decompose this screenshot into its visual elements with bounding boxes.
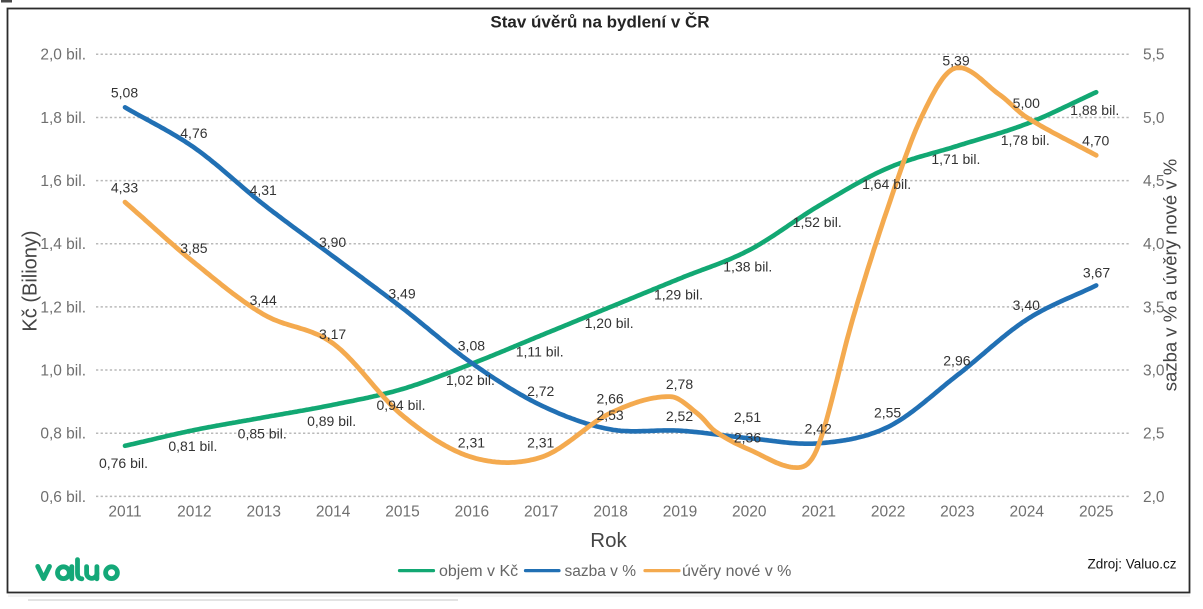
svg-text:2014: 2014 <box>316 504 351 521</box>
svg-text:5,08: 5,08 <box>111 85 138 101</box>
svg-text:objem v Kč: objem v Kč <box>439 563 518 580</box>
svg-text:3,90: 3,90 <box>319 234 346 250</box>
svg-text:3,08: 3,08 <box>458 337 485 353</box>
svg-text:3,17: 3,17 <box>319 326 346 342</box>
svg-text:5,0: 5,0 <box>1143 110 1165 127</box>
svg-text:2013: 2013 <box>246 504 280 521</box>
svg-text:5,00: 5,00 <box>1013 95 1040 111</box>
svg-text:2025: 2025 <box>1079 504 1113 521</box>
svg-text:1,11 bil.: 1,11 bil. <box>516 344 564 360</box>
svg-text:0,89 bil.: 0,89 bil. <box>307 413 356 429</box>
svg-text:1,4 bil.: 1,4 bil. <box>40 236 86 253</box>
svg-text:4,5: 4,5 <box>1143 173 1165 190</box>
svg-text:2017: 2017 <box>524 504 558 521</box>
svg-text:2,42: 2,42 <box>805 421 832 437</box>
svg-text:2015: 2015 <box>385 504 419 521</box>
svg-text:3,67: 3,67 <box>1083 265 1110 281</box>
svg-text:1,52 bil.: 1,52 bil. <box>793 214 842 230</box>
svg-text:1,64 bil.: 1,64 bil. <box>862 176 911 192</box>
svg-text:1,71 bil.: 1,71 bil. <box>931 151 980 167</box>
svg-text:3,40: 3,40 <box>1013 297 1040 313</box>
svg-text:2,0 bil.: 2,0 bil. <box>40 47 86 64</box>
svg-text:1,0 bil.: 1,0 bil. <box>40 362 86 379</box>
svg-text:2,72: 2,72 <box>527 383 554 399</box>
svg-text:úvěry nové v %: úvěry nové v % <box>682 563 791 580</box>
svg-text:2,0: 2,0 <box>1143 489 1165 506</box>
svg-text:3,0: 3,0 <box>1143 362 1165 379</box>
svg-text:0,76 bil.: 0,76 bil. <box>99 455 148 471</box>
svg-text:Stav úvěrů na bydlení v ČR: Stav úvěrů na bydlení v ČR <box>490 13 709 32</box>
svg-text:2,52: 2,52 <box>666 408 693 424</box>
svg-text:2,51: 2,51 <box>734 409 761 425</box>
svg-text:0,6 bil.: 0,6 bil. <box>40 489 86 506</box>
svg-text:4,31: 4,31 <box>250 182 277 198</box>
svg-text:2016: 2016 <box>455 504 489 521</box>
svg-text:5,39: 5,39 <box>942 53 969 69</box>
svg-text:1,88 bil.: 1,88 bil. <box>1070 102 1119 118</box>
svg-text:2018: 2018 <box>593 504 627 521</box>
svg-text:1,20 bil.: 1,20 bil. <box>585 315 634 331</box>
svg-text:2,31: 2,31 <box>458 435 485 451</box>
svg-text:2,36: 2,36 <box>734 430 761 446</box>
svg-text:5,5: 5,5 <box>1143 47 1165 64</box>
svg-text:2022: 2022 <box>871 504 905 521</box>
svg-text:4,33: 4,33 <box>111 180 138 196</box>
svg-text:2011: 2011 <box>108 504 141 521</box>
svg-text:3,44: 3,44 <box>250 292 277 308</box>
svg-text:2,55: 2,55 <box>874 404 901 420</box>
svg-text:Kč (Biliony): Kč (Biliony) <box>20 230 42 331</box>
svg-text:1,2 bil.: 1,2 bil. <box>40 299 86 316</box>
svg-text:Zdroj: Valuo.cz: Zdroj: Valuo.cz <box>1087 557 1176 572</box>
svg-text:2,66: 2,66 <box>596 390 623 406</box>
svg-text:0,94 bil.: 0,94 bil. <box>376 397 425 413</box>
svg-text:2,96: 2,96 <box>943 353 970 369</box>
svg-text:2024: 2024 <box>1010 504 1045 521</box>
svg-text:3,5: 3,5 <box>1143 299 1165 316</box>
svg-text:1,29 bil.: 1,29 bil. <box>654 287 703 303</box>
svg-text:1,78 bil.: 1,78 bil. <box>1001 132 1050 148</box>
svg-text:2019: 2019 <box>663 504 697 521</box>
svg-text:2,31: 2,31 <box>527 435 554 451</box>
svg-text:sazba v % a úvěry nové v %: sazba v % a úvěry nové v % <box>1160 159 1181 391</box>
svg-text:2023: 2023 <box>940 504 974 521</box>
svg-text:4,0: 4,0 <box>1143 236 1165 253</box>
svg-text:2,5: 2,5 <box>1143 426 1165 443</box>
svg-text:2,53: 2,53 <box>596 407 623 423</box>
svg-text:2,78: 2,78 <box>666 376 693 392</box>
svg-text:1,38 bil.: 1,38 bil. <box>723 258 772 274</box>
svg-text:1,8 bil.: 1,8 bil. <box>40 110 86 127</box>
svg-text:2012: 2012 <box>177 504 211 521</box>
svg-text:sazba v %: sazba v % <box>565 563 637 580</box>
svg-text:1,6 bil.: 1,6 bil. <box>40 173 86 190</box>
svg-text:1,02 bil.: 1,02 bil. <box>446 372 495 388</box>
svg-text:4,70: 4,70 <box>1082 133 1109 149</box>
svg-text:Rok: Rok <box>590 529 627 552</box>
svg-text:0,81 bil.: 0,81 bil. <box>168 438 217 454</box>
svg-text:0,8 bil.: 0,8 bil. <box>40 426 86 443</box>
svg-text:2020: 2020 <box>732 504 767 521</box>
svg-text:0,85 bil.: 0,85 bil. <box>238 426 287 442</box>
svg-text:3,49: 3,49 <box>388 286 415 302</box>
svg-text:4,76: 4,76 <box>180 125 207 141</box>
svg-text:3,85: 3,85 <box>180 240 207 256</box>
svg-text:2021: 2021 <box>801 504 835 521</box>
